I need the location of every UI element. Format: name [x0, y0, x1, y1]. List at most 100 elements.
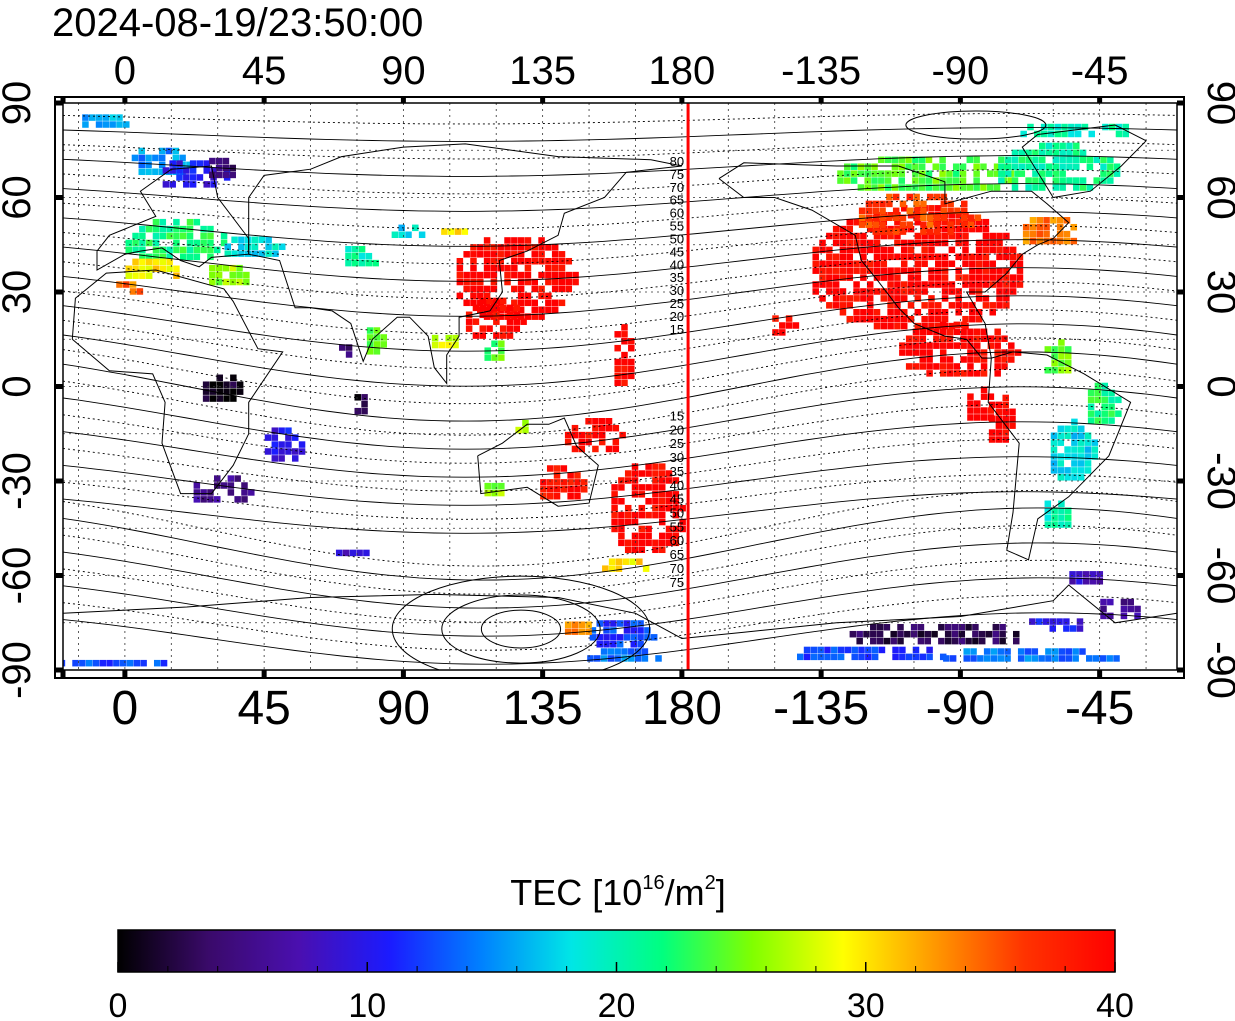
x-tick-label-top: 90 — [381, 49, 426, 93]
tec-region — [431, 334, 459, 349]
y-tick-label-right: -30 — [1199, 452, 1235, 510]
y-tick-label-left: -30 — [0, 452, 39, 510]
tec-region — [515, 419, 529, 434]
tec-region — [589, 620, 658, 648]
tec-region — [1069, 571, 1104, 585]
y-tick-label-left: 30 — [0, 270, 39, 315]
y-axis-left: 90 60 30 0 -30 -60 -90 — [0, 81, 63, 699]
y-tick-label-right: 0 — [1199, 375, 1235, 397]
x-tick-label-bottom: -135 — [773, 682, 869, 735]
tec-region — [812, 205, 1024, 330]
meridian-label: 75 — [670, 575, 684, 590]
meridian-label: 55 — [670, 519, 684, 534]
x-tick-label-bottom: 90 — [377, 682, 430, 735]
meridian-label: 50 — [670, 506, 684, 521]
tec-region — [1100, 598, 1141, 620]
tec-region — [82, 114, 130, 128]
meridian-label: 65 — [670, 193, 684, 208]
meridian-label: 35 — [670, 464, 684, 479]
meridian-label: 60 — [670, 206, 684, 221]
meridian-label: 75 — [670, 167, 684, 182]
y-axis-right: 90 60 30 0 -30 -60 -90 — [1177, 81, 1235, 699]
meridian-label: 55 — [670, 219, 684, 234]
x-axis-bottom: 0 45 90 135 180 -135 -90 -45 — [60, 670, 1134, 735]
tec-region — [564, 418, 626, 453]
meridian-label: 15 — [670, 322, 684, 337]
tec-region — [345, 246, 379, 267]
y-tick-label-right: 30 — [1199, 270, 1235, 315]
meridian-label: 45 — [670, 244, 684, 259]
y-tick-label-right: -60 — [1199, 547, 1235, 605]
tec-region — [611, 463, 686, 554]
tec-region — [602, 558, 650, 572]
coastlines — [63, 124, 1177, 640]
y-tick-label-right: 60 — [1199, 175, 1235, 220]
x-tick-label-bottom: 180 — [642, 682, 722, 735]
meridian-label: 40 — [670, 478, 684, 493]
y-tick-label-left: 0 — [0, 375, 39, 397]
tec-region — [354, 394, 368, 415]
meridian-label: 60 — [670, 533, 684, 548]
tec-region — [797, 646, 947, 661]
meridian-label: 40 — [670, 257, 684, 272]
tec-region — [1050, 418, 1099, 481]
x-tick-label-bottom: -90 — [926, 682, 995, 735]
colorbar-tick-label: 20 — [598, 987, 636, 1021]
x-axis-top: 0 45 90 135 180 -135 -90 -45 — [60, 49, 1129, 103]
meridian-label: 20 — [670, 309, 684, 324]
tec-region — [1044, 500, 1072, 528]
colorbar-tick-label: 0 — [109, 987, 128, 1021]
meridian-label: 25 — [670, 436, 684, 451]
meridian-label: 35 — [670, 270, 684, 285]
colorbar-tick-label: 30 — [847, 987, 885, 1021]
tec-region — [125, 218, 228, 261]
tec-region — [339, 344, 353, 358]
tec-region — [998, 142, 1121, 191]
tec-region — [1029, 618, 1084, 632]
tec-region — [335, 549, 370, 557]
x-tick-label-bottom: -45 — [1065, 682, 1134, 735]
meridian-label: 80 — [670, 154, 684, 169]
meridian-label: 20 — [670, 422, 684, 437]
tec-region — [858, 193, 982, 235]
colorbar-ticks: 0 10 20 30 40 — [109, 962, 1134, 1021]
y-tick-label-right: 90 — [1199, 81, 1235, 126]
tec-region — [193, 475, 255, 503]
y-tick-label-left: -90 — [0, 641, 39, 699]
meridian-label: 30 — [670, 450, 684, 465]
y-tick-label-left: -60 — [0, 547, 39, 605]
x-tick-label-bottom: 135 — [503, 682, 583, 735]
colorbar-tick-label: 40 — [1096, 987, 1134, 1021]
x-tick-label-bottom: 0 — [112, 682, 139, 735]
lat-lon-grid — [63, 103, 1177, 670]
tec-region — [63, 659, 168, 667]
tec-region — [967, 386, 995, 421]
tec-region — [391, 224, 426, 239]
tec-region — [614, 324, 635, 387]
tec-region — [943, 648, 1120, 662]
meridian-label: 25 — [670, 296, 684, 311]
meridian-label: 70 — [670, 561, 684, 576]
y-tick-label-left: 60 — [0, 175, 39, 220]
meridian-label: 30 — [670, 283, 684, 298]
map-title: 2024-08-19/23:50:00 — [52, 1, 423, 45]
tec-region — [441, 228, 469, 235]
tec-data-layer — [63, 114, 1141, 667]
meridian-label: 45 — [670, 492, 684, 507]
x-tick-label-top: 135 — [509, 49, 576, 93]
meridian-label: 70 — [670, 180, 684, 195]
meridian-latitude-labels: 8075706560555045403530252015152025303540… — [670, 154, 684, 590]
x-tick-label-top: -90 — [931, 49, 989, 93]
tec-region — [202, 374, 244, 402]
x-tick-label-top: 180 — [649, 49, 716, 93]
colorbar-label: TEC [1016/m2] — [510, 872, 725, 913]
x-tick-label-top: -45 — [1071, 49, 1129, 93]
y-tick-label-right: -90 — [1199, 641, 1235, 699]
meridian-label: 50 — [670, 231, 684, 246]
x-tick-label-top: 45 — [242, 49, 287, 93]
tec-region — [540, 465, 588, 500]
meridian-label: 65 — [670, 547, 684, 562]
y-tick-label-left: 90 — [0, 81, 39, 126]
x-tick-label-top: 0 — [114, 49, 136, 93]
